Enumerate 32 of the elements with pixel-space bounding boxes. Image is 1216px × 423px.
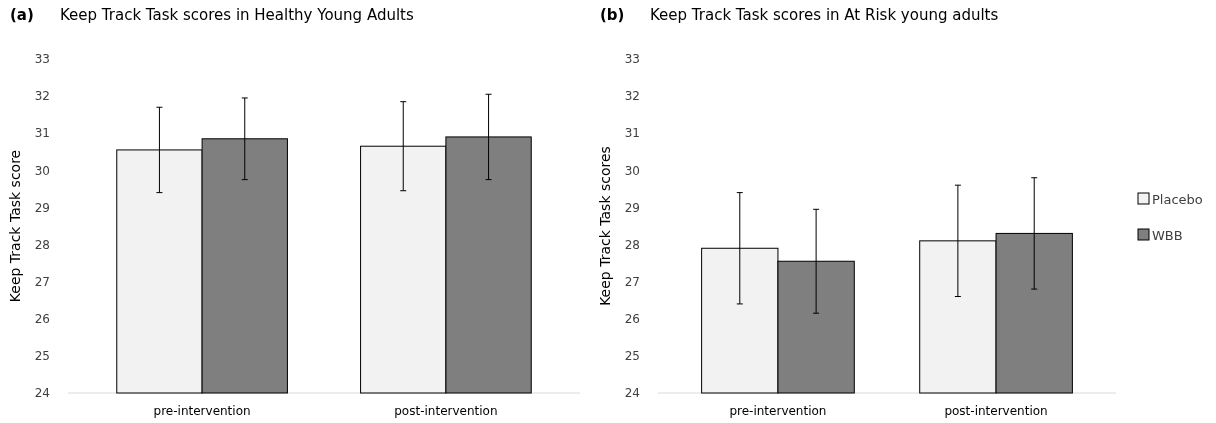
text: (b) <box>600 6 625 24</box>
y-tick-label: 29 <box>34 200 50 215</box>
y-tick-label: 33 <box>34 52 50 67</box>
y-tick-label: 29 <box>624 200 640 215</box>
y-tick-label: 28 <box>34 237 50 252</box>
y-tick-label: 26 <box>34 311 50 326</box>
y-tick-label: 28 <box>624 237 640 252</box>
y-tick-label: 32 <box>34 89 50 104</box>
y-tick-label: 27 <box>624 274 640 289</box>
y-tick-label: 31 <box>34 126 50 141</box>
y-axis-title: Keep Track Task scores <box>597 146 613 306</box>
legend-label: Placebo <box>1152 191 1203 207</box>
y-tick-label: 30 <box>34 163 50 178</box>
chart-title: Keep Track Task scores in Healthy Young Adults <box>60 6 414 24</box>
chart-title: Keep Track Task scores in At Risk young adults <box>650 6 999 24</box>
text: (a) <box>10 6 34 24</box>
y-tick-label: 32 <box>624 89 640 104</box>
x-tick-label: pre-intervention <box>729 404 827 418</box>
y-tick-label: 25 <box>624 349 640 364</box>
x-tick-label: post-intervention <box>394 404 498 418</box>
y-axis-title: Keep Track Task score <box>7 149 23 303</box>
legend-label: WBB <box>1152 227 1183 243</box>
x-tick-label: post-intervention <box>944 404 1048 418</box>
y-tick-label: 24 <box>34 386 50 401</box>
y-tick-label: 33 <box>624 52 640 67</box>
y-tick-label: 30 <box>624 163 640 178</box>
y-tick-label: 26 <box>624 311 640 326</box>
y-tick-label: 25 <box>34 349 50 364</box>
y-tick-label: 27 <box>34 274 50 289</box>
x-tick-label: pre-intervention <box>153 404 251 418</box>
y-tick-label: 31 <box>624 126 640 141</box>
y-tick-label: 24 <box>624 386 640 401</box>
